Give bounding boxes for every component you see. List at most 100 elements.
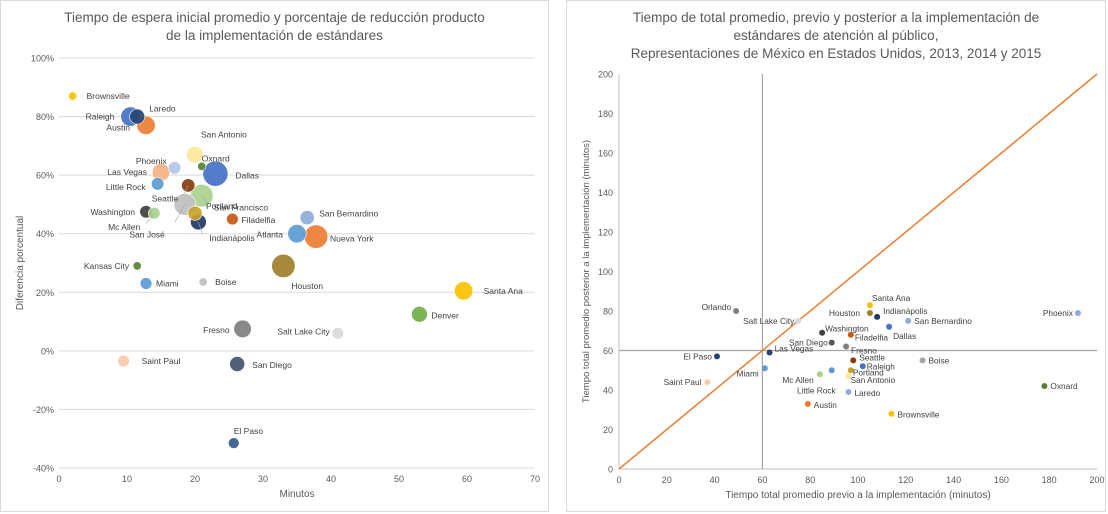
bubble-point	[186, 145, 204, 164]
data-label: Austin	[106, 122, 130, 132]
data-label: San Bernardino	[319, 209, 378, 219]
bubble-point	[303, 224, 329, 249]
scatter-point	[761, 365, 768, 372]
bubble-point	[68, 91, 78, 101]
scatter-point	[766, 349, 773, 356]
bubble-point	[299, 210, 315, 226]
leader-line	[174, 204, 186, 223]
y-tick-label: 100	[598, 267, 613, 277]
data-label: Raleigh	[86, 112, 115, 122]
data-label: Austin	[814, 400, 837, 410]
x-tick-label: 160	[994, 475, 1009, 485]
y-tick-label: -20%	[33, 405, 54, 415]
y-tick-label: 20	[603, 425, 613, 435]
y-tick-label: -40%	[33, 464, 54, 474]
leader-line	[183, 185, 189, 194]
data-label: Laredo	[854, 388, 880, 398]
y-tick-label: 100%	[31, 54, 54, 64]
data-label: Brownsville	[897, 410, 939, 420]
scatter-point	[845, 373, 852, 380]
scatter-chart-panel: Tiempo de total promedio, previo y poste…	[566, 0, 1106, 512]
bubble-point	[151, 177, 165, 191]
y-tick-label: 140	[598, 188, 613, 198]
data-label: Houston	[829, 308, 860, 318]
data-label: San Diego	[789, 338, 828, 348]
scatter-point	[816, 371, 823, 378]
data-label: El Paso	[234, 426, 264, 436]
x-tick-label: 20	[190, 474, 200, 484]
leader-line	[201, 195, 209, 204]
x-tick-label: 40	[326, 474, 336, 484]
x-tick-label: 40	[710, 475, 720, 485]
data-label: Portland	[206, 201, 238, 211]
bubble-point	[132, 261, 142, 271]
chart-title: Tiempo de espera inicial promedio y porc…	[1, 9, 548, 45]
scatter-point	[845, 388, 852, 395]
bubble-point	[129, 108, 146, 125]
y-tick-label: 20%	[36, 288, 54, 298]
x-tick-label: 50	[394, 474, 404, 484]
data-label: Phoenix	[136, 156, 167, 166]
scatter-point	[850, 357, 857, 364]
bubble-point	[202, 160, 229, 187]
x-tick-label: 20	[662, 475, 672, 485]
data-label: Dallas	[235, 171, 259, 181]
scatter-point	[795, 317, 802, 324]
bubble-point	[198, 277, 208, 287]
scatter-point	[886, 323, 893, 330]
data-label: Saint Paul	[142, 356, 181, 366]
y-tick-label: 80	[603, 307, 613, 317]
scatter-point	[919, 357, 926, 364]
data-label: Little Rock	[106, 182, 146, 192]
x-tick-label: 0	[56, 474, 61, 484]
data-label: Dallas	[893, 331, 916, 341]
x-tick-label: 10	[122, 474, 132, 484]
bubble-point	[168, 161, 182, 175]
data-label: Indianápolis	[883, 306, 927, 316]
scatter-point	[1041, 383, 1048, 390]
data-label: San Bernardino	[914, 316, 972, 326]
data-label: Miami	[156, 279, 179, 289]
data-label: Filadelfia	[855, 333, 889, 343]
scatter-point	[847, 367, 854, 374]
x-tick-label: 60	[757, 475, 767, 485]
data-label: Boise	[929, 355, 950, 365]
data-label: Denver	[431, 310, 459, 320]
data-label: Oxnard	[1050, 381, 1078, 391]
data-label: Las Vegas	[775, 343, 814, 353]
scatter-point	[713, 353, 720, 360]
reference-line	[618, 73, 1098, 470]
data-label: Fresno	[203, 325, 230, 335]
data-label: Washington	[90, 207, 135, 217]
scatter-point	[905, 317, 912, 324]
bubble-point	[271, 253, 296, 278]
data-label: Houston	[291, 281, 323, 291]
y-tick-label: 60%	[36, 171, 54, 181]
data-label: Nueva York	[330, 234, 374, 244]
scatter-point	[866, 302, 873, 309]
bubble-chart-panel: Tiempo de espera inicial promedio y porc…	[0, 0, 549, 512]
title-line: estándares de atención al público,	[733, 28, 939, 43]
leader-line	[145, 213, 155, 224]
scatter-point	[1074, 309, 1081, 316]
scatter-point	[704, 379, 711, 386]
scatter-point	[866, 309, 873, 316]
data-label: Mc Allen	[108, 222, 140, 232]
bubble-point	[227, 437, 240, 449]
title-line: Tiempo de espera inicial promedio y porc…	[64, 10, 485, 25]
bubble-point	[139, 277, 153, 290]
title-line: Representaciones de México en Estados Un…	[630, 46, 1042, 61]
data-label: Oxnard	[202, 153, 230, 163]
y-tick-label: 80%	[36, 112, 54, 122]
scatter-point	[888, 410, 895, 417]
data-label: Salt Lake City	[277, 326, 330, 336]
data-label: San Antonio	[850, 375, 895, 385]
scatter-point	[828, 367, 835, 374]
data-label: San Diego	[252, 360, 292, 370]
y-tick-label: 160	[598, 149, 613, 159]
data-label: Miami	[737, 368, 759, 378]
data-label: Phoenix	[1043, 308, 1074, 318]
y-axis-label: Diferencia porcentual	[15, 216, 26, 311]
data-label: Salt Lake City	[743, 316, 795, 326]
data-label: Little Rock	[797, 385, 837, 395]
